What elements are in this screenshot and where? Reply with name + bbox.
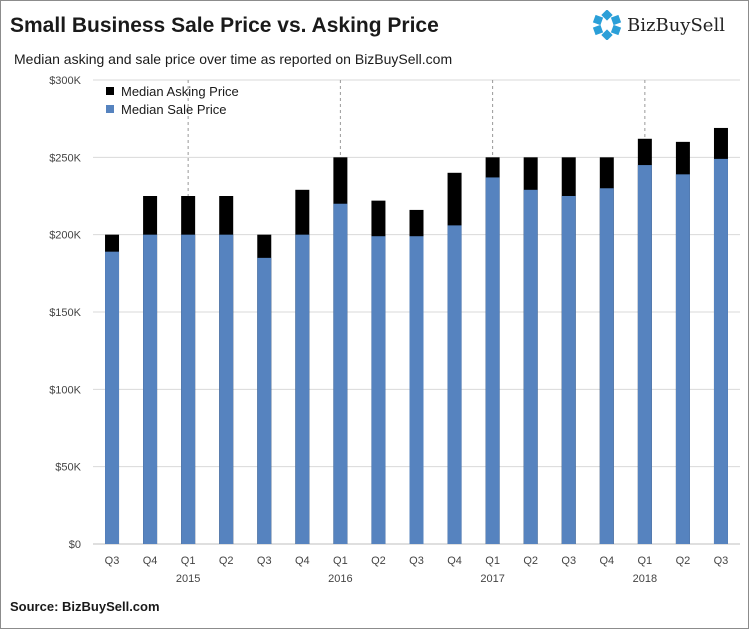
sale-price-bar (219, 234, 234, 544)
year-label: 2015 (176, 573, 200, 585)
x-tick-label: Q4 (447, 555, 462, 567)
y-tick-label: $50K (55, 462, 81, 474)
sale-price-bar (257, 257, 272, 544)
x-tick-label: Q2 (219, 555, 234, 567)
legend-swatch (106, 105, 114, 113)
y-tick-label: $300K (49, 75, 81, 87)
chart-subtitle: Median asking and sale price over time a… (14, 51, 453, 67)
sale-price-bar (447, 225, 462, 545)
sale-price-bar (333, 203, 348, 544)
y-tick-label: $200K (49, 230, 81, 242)
legend-label: Median Sale Price (121, 102, 227, 117)
legend-swatch (106, 87, 114, 95)
sale-price-bar (371, 236, 386, 545)
year-label: 2017 (480, 573, 504, 585)
x-tick-label: Q4 (143, 555, 158, 567)
sale-price-bar (561, 196, 576, 544)
sale-price-bar (523, 189, 538, 544)
x-tick-label: Q1 (638, 555, 653, 567)
sale-price-bar (143, 234, 158, 544)
bars (105, 127, 728, 545)
x-axis: 2015 2016 2017 2018 Q3 Q4 Q1 Q2 Q3 Q4 Q1 Q2 Q3 Q4 Q1 Q2… (105, 555, 729, 585)
x-tick-label: Q3 (105, 555, 120, 567)
sale-price-bar (409, 236, 424, 545)
y-tick-label: $150K (49, 307, 81, 319)
sale-price-bar (105, 251, 120, 544)
year-label: 2016 (328, 573, 352, 585)
x-tick-label: Q3 (409, 555, 424, 567)
legend-label: Median Asking Price (121, 84, 239, 99)
sale-price-bar (713, 158, 728, 544)
brand-logo: BizBuySell (592, 10, 725, 40)
x-tick-label: Q2 (523, 555, 538, 567)
sale-price-bar (295, 234, 310, 544)
y-tick-label: $0 (69, 539, 81, 551)
year-label: 2018 (633, 573, 657, 585)
brand-name: BizBuySell (627, 14, 725, 36)
sale-price-bar (675, 174, 690, 544)
legend: Median Asking Price Median Sale Price (106, 84, 239, 117)
y-tick-label: $100K (49, 384, 81, 396)
x-tick-label: Q3 (257, 555, 272, 567)
x-tick-label: Q3 (561, 555, 576, 567)
x-tick-label: Q3 (714, 555, 729, 567)
x-tick-label: Q1 (333, 555, 348, 567)
chart-title: Small Business Sale Price vs. Asking Pri… (10, 14, 439, 37)
x-tick-label: Q1 (485, 555, 500, 567)
x-tick-label: Q2 (676, 555, 691, 567)
sale-price-bar (181, 234, 196, 544)
y-axis: $0 $50K $100K $150K $200K $250K $300K (49, 75, 81, 551)
x-tick-label: Q1 (181, 555, 196, 567)
x-tick-label: Q2 (371, 555, 386, 567)
source-note: Source: BizBuySell.com (10, 599, 160, 614)
x-tick-label: Q4 (295, 555, 310, 567)
logo-star-icon (592, 10, 622, 40)
sale-price-bar (599, 188, 614, 544)
sale-price-bar (637, 165, 652, 545)
sale-price-bar (485, 177, 500, 544)
y-tick-label: $250K (49, 152, 81, 164)
x-tick-label: Q4 (599, 555, 614, 567)
